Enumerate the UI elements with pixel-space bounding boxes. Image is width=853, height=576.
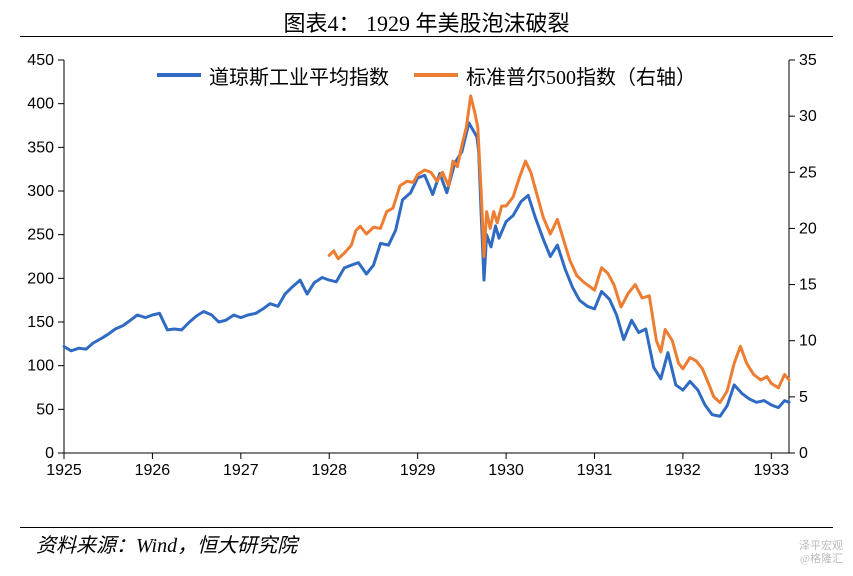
svg-text:1928: 1928: [311, 462, 347, 479]
svg-text:0: 0: [799, 445, 808, 462]
svg-text:0: 0: [45, 445, 54, 462]
svg-text:15: 15: [799, 277, 817, 294]
svg-text:30: 30: [799, 108, 817, 125]
chart-title: 图表4： 1929 年美股泡沫破裂: [0, 0, 853, 38]
svg-text:100: 100: [27, 358, 54, 375]
svg-text:250: 250: [27, 227, 54, 244]
svg-text:1927: 1927: [223, 462, 259, 479]
watermark-line2: @格隆汇: [799, 553, 843, 566]
svg-text:1925: 1925: [46, 462, 82, 479]
svg-text:20: 20: [799, 220, 817, 237]
svg-text:350: 350: [27, 139, 54, 156]
svg-text:25: 25: [799, 164, 817, 181]
svg-text:1933: 1933: [754, 462, 790, 479]
svg-text:35: 35: [799, 52, 817, 69]
svg-text:150: 150: [27, 314, 54, 331]
svg-text:5: 5: [799, 389, 808, 406]
svg-text:1929: 1929: [400, 462, 436, 479]
plot-area: 0501001502002503003504004500510152025303…: [60, 55, 793, 481]
svg-text:1930: 1930: [488, 462, 524, 479]
source-text: 资料来源：Wind，恒大研究院: [36, 529, 297, 558]
plot-svg: 0501001502002503003504004500510152025303…: [60, 55, 793, 481]
svg-text:200: 200: [27, 270, 54, 287]
bottom-rule: [20, 527, 833, 528]
svg-text:50: 50: [36, 401, 54, 418]
svg-text:450: 450: [27, 52, 54, 69]
svg-text:300: 300: [27, 183, 54, 200]
svg-text:400: 400: [27, 96, 54, 113]
watermark-line1: 泽平宏观: [799, 540, 843, 553]
title-underline: [20, 36, 833, 37]
svg-text:1932: 1932: [665, 462, 701, 479]
svg-text:1931: 1931: [577, 462, 613, 479]
svg-text:10: 10: [799, 333, 817, 350]
watermark: 泽平宏观 @格隆汇: [799, 540, 843, 566]
chart-figure: 图表4： 1929 年美股泡沫破裂 道琼斯工业平均指数 标准普尔500指数（右轴…: [0, 0, 853, 576]
svg-text:1926: 1926: [135, 462, 171, 479]
